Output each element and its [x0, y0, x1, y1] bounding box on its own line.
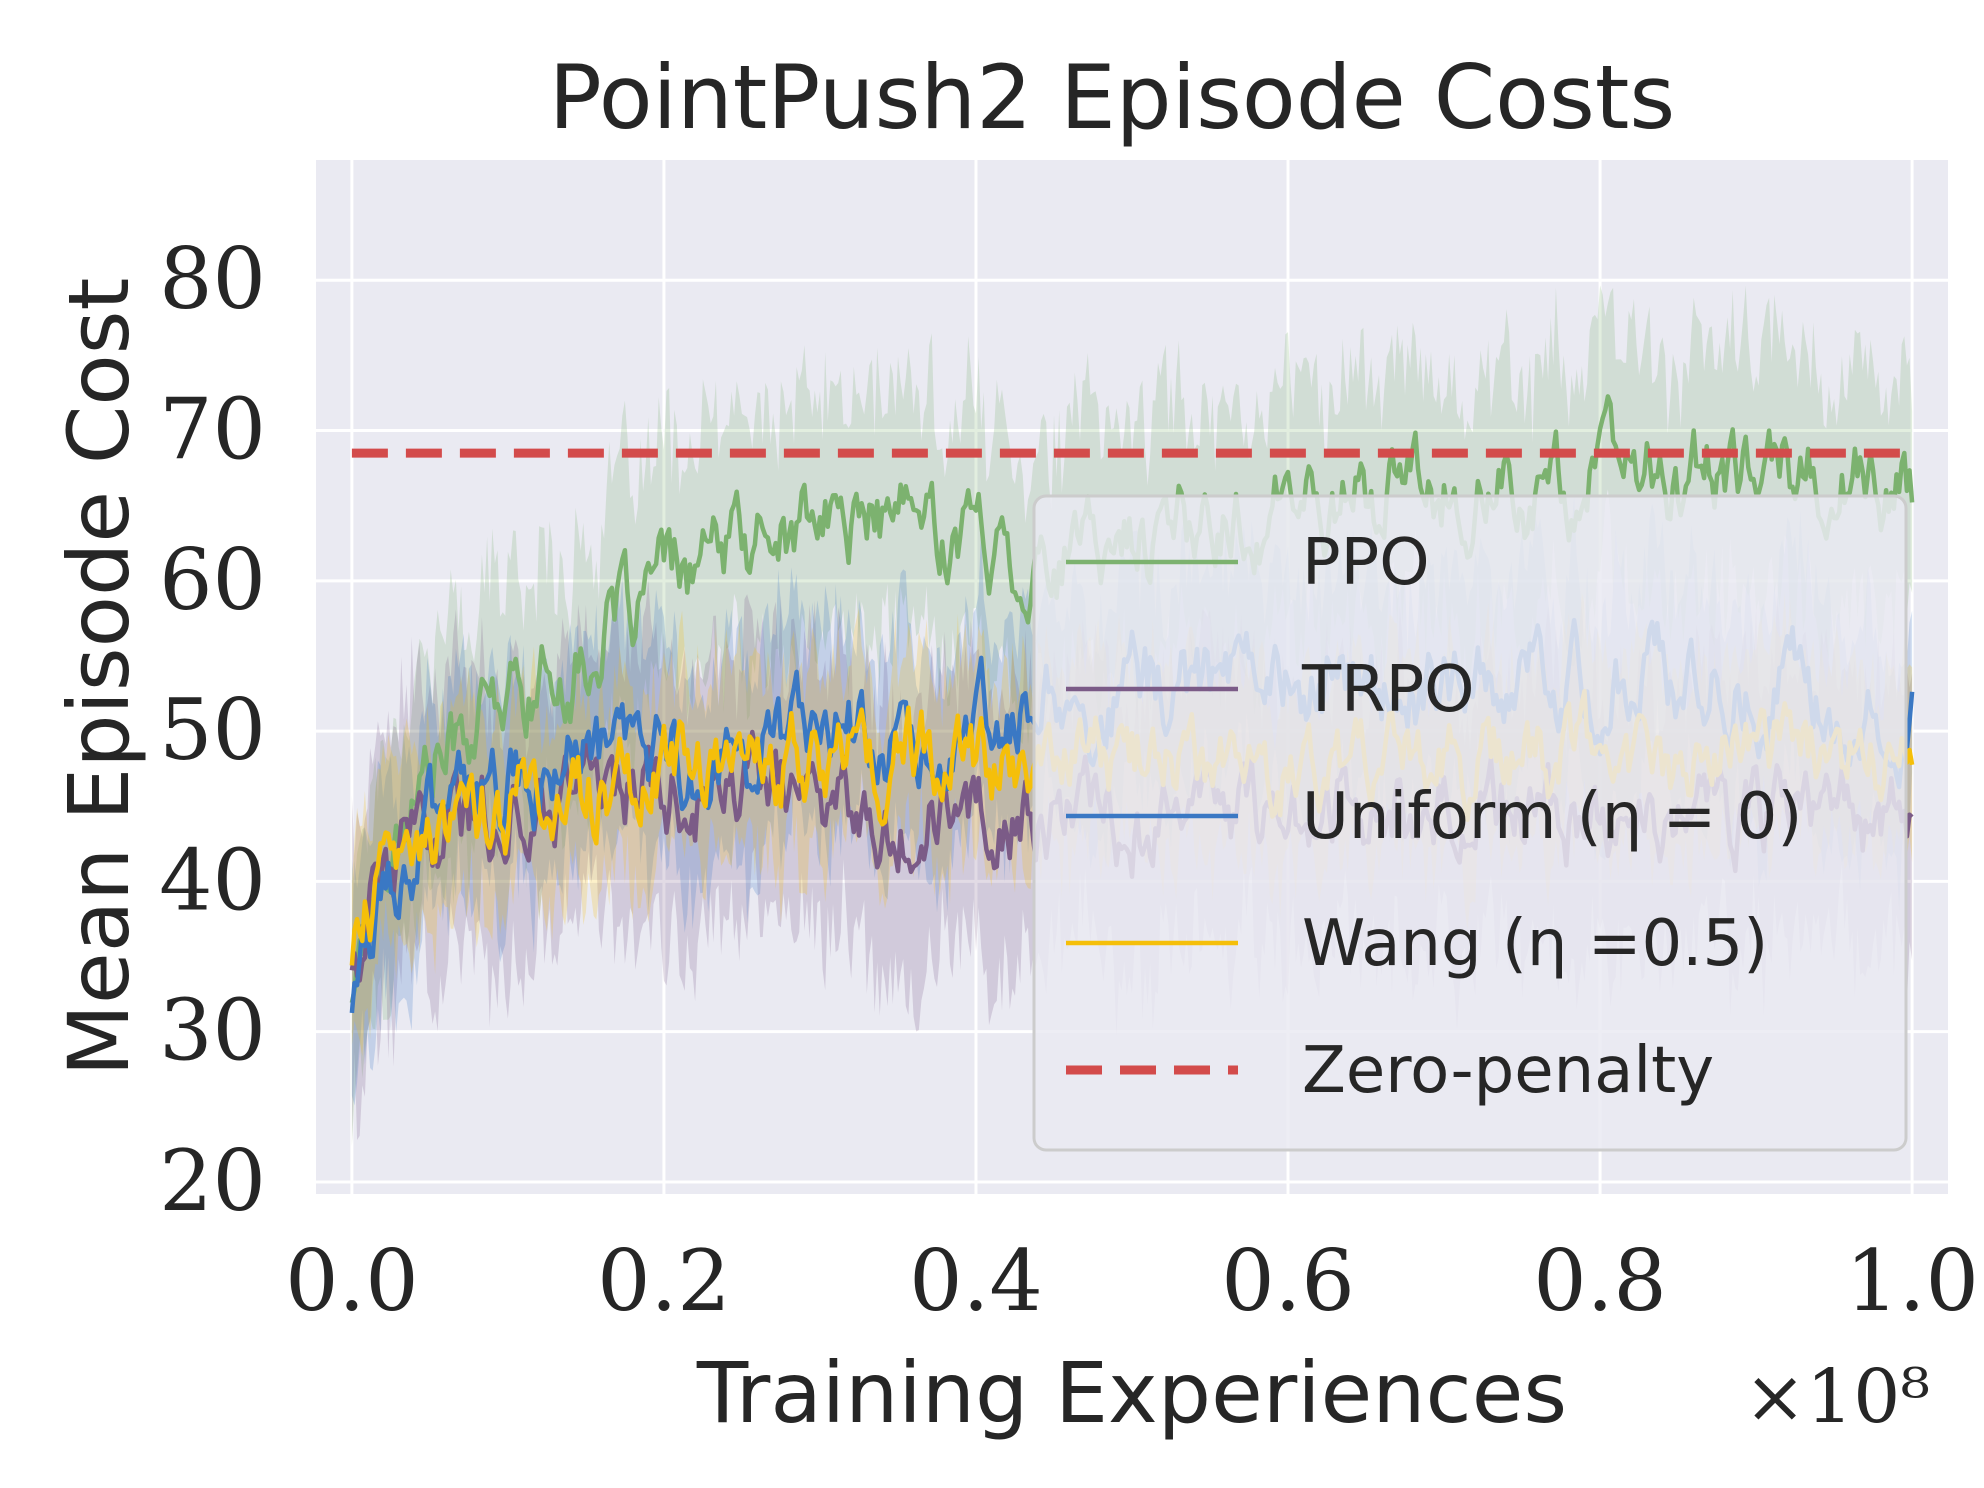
- y-tick-label: 30: [159, 982, 266, 1080]
- legend-label: PPO: [1302, 526, 1430, 600]
- legend-box: [1032, 494, 1908, 1152]
- x-tick-label: 0.6: [1221, 1232, 1355, 1330]
- legend-label: Wang (η =0.5): [1302, 907, 1768, 981]
- y-tick-label: 50: [159, 681, 266, 779]
- legend-items: PPO TRPO Uniform (η = 0) Wang (η =0.5) Zero-…: [1066, 526, 1802, 1108]
- legend-label: Zero-penalty: [1302, 1034, 1714, 1108]
- x-multiplier-label: ×10⁸: [1744, 1354, 1930, 1440]
- y-tick-label: 40: [159, 831, 266, 929]
- x-tick-label: 0.4: [909, 1232, 1043, 1330]
- legend: PPO TRPO Uniform (η = 0) Wang (η =0.5) Zero-…: [1032, 494, 1908, 1152]
- x-tick-label: 0.0: [285, 1232, 419, 1330]
- y-tick-label: 80: [159, 230, 266, 328]
- y-tick-label: 70: [159, 381, 266, 479]
- y-tick-label: 20: [159, 1132, 266, 1230]
- x-tick-label: 0.2: [597, 1232, 731, 1330]
- y-axis-label: Mean Episode Cost: [50, 278, 148, 1077]
- legend-label: TRPO: [1301, 653, 1475, 727]
- y-tick-labels: 20 30 40 50 60 70 80: [159, 230, 266, 1230]
- legend-label: Uniform (η = 0): [1302, 780, 1802, 854]
- x-axis-label: Training Experiences: [696, 1344, 1567, 1442]
- chart-title: PointPush2 Episode Costs: [549, 46, 1675, 149]
- x-tick-labels: 0.0 0.2 0.4 0.6 0.8 1.0: [285, 1232, 1979, 1330]
- x-tick-label: 1.0: [1845, 1232, 1979, 1330]
- x-tick-label: 0.8: [1533, 1232, 1667, 1330]
- y-tick-label: 60: [159, 531, 266, 629]
